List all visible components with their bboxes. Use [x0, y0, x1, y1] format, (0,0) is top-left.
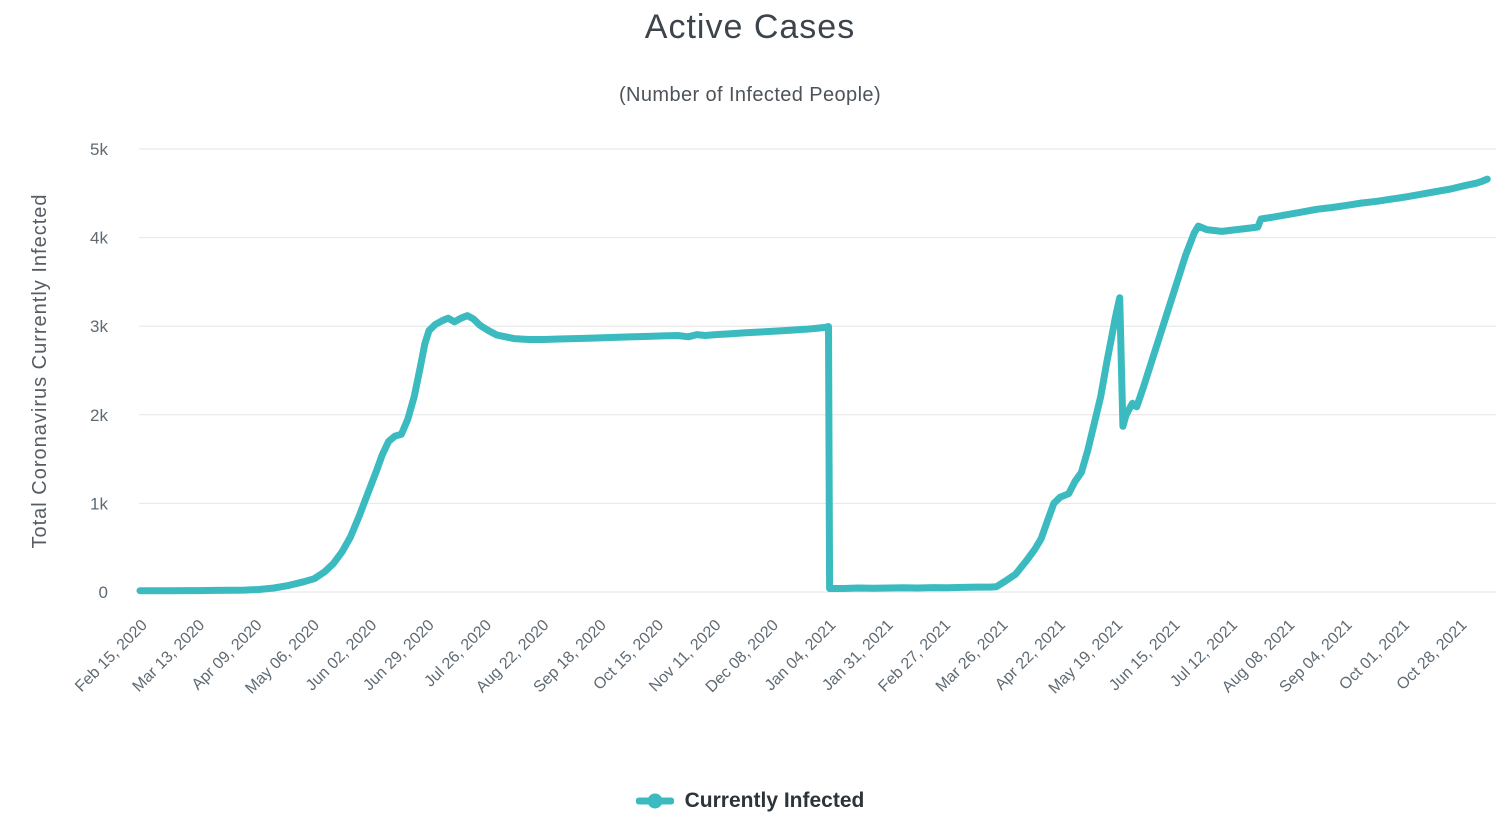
y-axis-title: Total Coronavirus Currently Infected: [29, 193, 51, 548]
chart-title: Active Cases: [644, 8, 856, 46]
y-axis-tick-label: 1k: [90, 494, 108, 513]
chart-subtitle: (Number of Infected People): [618, 84, 882, 106]
legend-line-marker-icon: [635, 793, 674, 809]
y-axis-tick-label: 5k: [90, 140, 108, 159]
y-axis-tick-label: 3k: [90, 317, 108, 336]
y-axis-tick-label: 0: [99, 583, 108, 602]
y-axis-tick-label: 4k: [90, 229, 108, 248]
y-axis-tick-label: 2k: [90, 406, 108, 425]
legend-label: Currently Infected: [684, 789, 865, 812]
currently-infected-series-line: [136, 175, 1491, 595]
legend-item-currently-infected[interactable]: Currently Infected: [0, 789, 1500, 813]
